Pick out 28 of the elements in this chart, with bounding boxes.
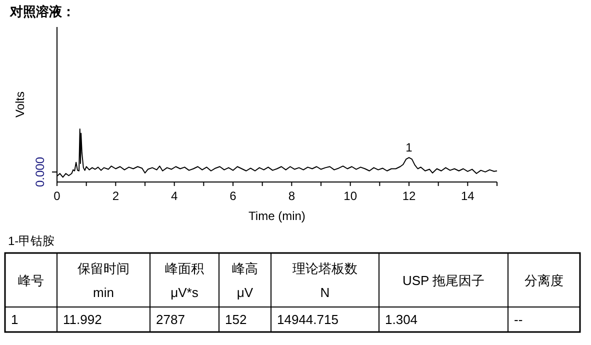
text: 14944.715 xyxy=(277,312,338,327)
text: 峰高 μV xyxy=(232,261,258,300)
x-tick-label: 14 xyxy=(460,189,475,203)
text: 分离度 xyxy=(524,273,564,288)
x-tick-label: 10 xyxy=(344,189,358,203)
x-tick-label: 8 xyxy=(288,189,296,203)
y-axis-title: Volts xyxy=(13,91,27,118)
text: 1 xyxy=(11,312,18,327)
text: 152 xyxy=(225,312,247,327)
text: 1.304 xyxy=(385,312,418,327)
x-tick-label: 6 xyxy=(230,189,237,203)
text: 峰号 xyxy=(18,273,44,288)
text: 2787 xyxy=(156,312,185,327)
text: 峰面积 μV*s xyxy=(165,261,204,300)
x-tick-label: 2 xyxy=(112,189,120,203)
text: 1-甲钴胺 xyxy=(8,234,55,248)
x-tick-label: 12 xyxy=(402,189,416,203)
text: 保留时间 min xyxy=(78,261,130,300)
text: 0.000 xyxy=(33,156,47,188)
text: USP 拖尾因子 xyxy=(402,273,485,288)
text: 11.992 xyxy=(63,312,102,327)
text: -- xyxy=(514,312,523,327)
x-axis-title: Time (min) xyxy=(248,209,306,223)
text: 理论塔板数 N xyxy=(292,261,358,300)
annotation: 1 xyxy=(406,140,413,155)
x-tick-label: 4 xyxy=(170,189,178,203)
x-tick-label: 0 xyxy=(54,189,61,203)
chart-title: 对照溶液： xyxy=(9,4,75,19)
